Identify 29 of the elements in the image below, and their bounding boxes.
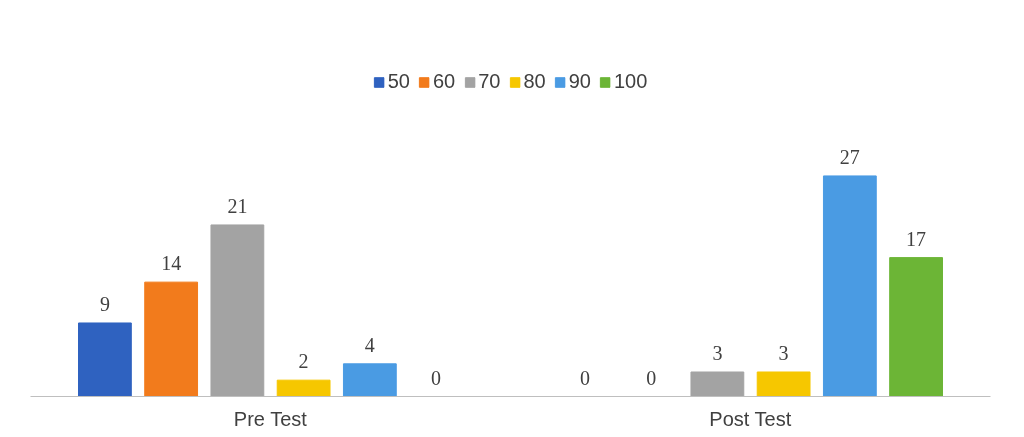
legend-label: 90 (568, 70, 591, 93)
bar (78, 322, 132, 397)
data-label: 0 (646, 366, 657, 389)
bar (822, 175, 877, 397)
data-label: 0 (431, 366, 442, 389)
legend-label: 100 (613, 70, 648, 93)
data-label: 0 (579, 366, 590, 389)
x-tick-label: Post Test (709, 407, 792, 430)
bar (756, 371, 811, 397)
data-label: 3 (712, 341, 723, 364)
data-label: 4 (364, 333, 375, 356)
bar (144, 281, 199, 397)
legend-label: 70 (478, 70, 501, 93)
x-tick-label: Pre Test (233, 407, 308, 430)
legend-label: 80 (523, 70, 546, 93)
bar (342, 363, 397, 397)
data-label: 3 (778, 341, 789, 364)
bar (276, 379, 331, 397)
data-label: 14 (161, 252, 182, 275)
bar (889, 257, 943, 397)
data-label: 2 (298, 350, 309, 373)
legend-label: 50 (387, 70, 410, 93)
data-label: 27 (839, 145, 860, 168)
bar (690, 371, 745, 397)
legend-label: 60 (432, 70, 456, 93)
data-label: 9 (99, 292, 110, 315)
data-label: 21 (227, 194, 248, 217)
data-label: 17 (906, 227, 927, 250)
bar (210, 224, 265, 397)
